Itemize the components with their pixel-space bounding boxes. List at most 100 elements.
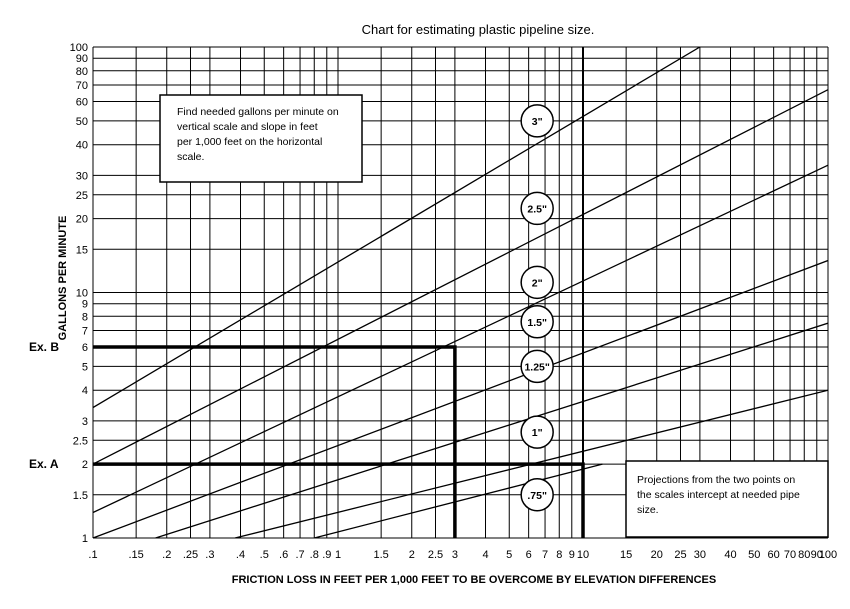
x-tick-label: 4 <box>482 549 488 561</box>
x-tick-label: 7 <box>542 549 548 561</box>
pipe-size-text: 1.25" <box>524 361 549 373</box>
y-tick-label: 80 <box>76 66 88 78</box>
pipe-size-line <box>93 89 828 465</box>
y-tick-label: 40 <box>76 140 88 152</box>
x-tick-label: 50 <box>748 549 760 561</box>
y-tick-label: 4 <box>82 385 88 397</box>
y-tick-label: 70 <box>76 80 88 92</box>
instruction-note: Find needed gallons per minute on vertica… <box>159 94 363 183</box>
pipe-size-line <box>93 164 828 514</box>
x-tick-label: 1 <box>335 549 341 561</box>
y-tick-label: 8 <box>82 311 88 323</box>
x-tick-label: 10 <box>577 549 589 561</box>
pipe-size-text: 3" <box>532 116 543 128</box>
pipe-size-line <box>93 259 828 538</box>
pipe-size-line <box>314 463 603 538</box>
y-tick-label: 50 <box>76 116 88 128</box>
y-tick-label: 7 <box>82 326 88 338</box>
pipe-size-circle <box>520 478 554 512</box>
y-tick-label: 20 <box>76 214 88 226</box>
pipe-size-text: .75" <box>527 490 547 502</box>
pipe-size-label: .75" <box>520 478 554 512</box>
instruction-note-box <box>159 94 363 183</box>
y-tick-label: 60 <box>76 96 88 108</box>
x-tick-label: 90 <box>811 549 823 561</box>
pipe-size-label: 2.5" <box>520 191 554 226</box>
pipe-size-circle <box>520 265 554 300</box>
pipe-size-text: 1.5" <box>527 317 547 329</box>
pipe-size-label: 1.5" <box>520 305 554 339</box>
example-projections: Ex. B Ex. A <box>29 340 585 538</box>
x-tick-label: 6 <box>526 549 532 561</box>
example-label: Ex. B <box>29 340 59 354</box>
pipe-size-label: 3" <box>520 104 554 138</box>
pipe-size-circle <box>520 305 554 339</box>
pipe-size-line <box>155 322 828 538</box>
y-tick-label: 1.5 <box>73 490 88 502</box>
x-tick-label: 40 <box>724 549 736 561</box>
x-tick-labels: .1.15.2.25.3.4.5.6.7.8.9 1 1.5 2 2.5 3 4 5 6 7 8 9 1… <box>88 549 837 561</box>
x-tick-label: 80 <box>798 549 810 561</box>
pipe-size-label: 2" <box>520 265 554 300</box>
pipe-size-circle <box>520 415 554 449</box>
x-tick-label: .15 <box>128 549 143 561</box>
y-tick-label: 6 <box>82 342 88 354</box>
x-tick-label: .9 <box>322 549 331 561</box>
pipe-size-text: 2.5" <box>527 203 547 215</box>
x-tick-label: 60 <box>768 549 780 561</box>
y-tick-label: 5 <box>82 361 88 373</box>
pipe-size-text: 1" <box>532 427 543 439</box>
y-tick-label: 9 <box>82 299 88 311</box>
pipe-size-label: 1" <box>520 415 554 449</box>
x-tick-label: 70 <box>784 549 796 561</box>
x-tick-label: 25 <box>674 549 686 561</box>
pipe-size-labels: 3" 2.5" 2" 1.5" 1.25" 1" .75" <box>520 104 554 512</box>
x-tick-label: .6 <box>279 549 288 561</box>
y-tick-label: 25 <box>76 190 88 202</box>
x-tick-label: .2 <box>162 549 171 561</box>
pipe-size-circle <box>520 104 554 138</box>
x-tick-label: 15 <box>620 549 632 561</box>
example-projection-line <box>93 462 585 538</box>
x-tick-label: 100 <box>819 549 837 561</box>
x-tick-label: 8 <box>556 549 562 561</box>
y-axis-label: GALLONS PER MINUTE <box>57 216 69 341</box>
y-tick-label: 3 <box>82 416 88 428</box>
x-tick-label: 5 <box>506 549 512 561</box>
series-lines <box>93 47 828 538</box>
x-tick-label: 9 <box>569 549 575 561</box>
x-tick-label: .1 <box>88 549 97 561</box>
y-tick-label: 1 <box>82 533 88 545</box>
projection-note-box <box>625 460 829 538</box>
x-tick-label: .4 <box>236 549 245 561</box>
x-tick-label: 2.5 <box>428 549 443 561</box>
x-tick-label: .8 <box>310 549 319 561</box>
projection-note: Projections from the two points on the sc… <box>625 460 829 538</box>
chart-title: Chart for estimating plastic pipeline si… <box>362 22 595 37</box>
x-tick-label: .25 <box>183 549 198 561</box>
x-tick-label: 1.5 <box>373 549 388 561</box>
y-tick-label: 100 <box>70 42 88 54</box>
x-axis-label: FRICTION LOSS IN FEET PER 1,000 FEET TO … <box>232 574 716 586</box>
y-tick-label: 30 <box>76 170 88 182</box>
y-tick-label: 90 <box>76 53 88 65</box>
pipe-size-circle <box>520 349 554 384</box>
x-tick-label: .7 <box>295 549 304 561</box>
y-tick-label: 2 <box>82 459 88 471</box>
x-tick-label: 3 <box>452 549 458 561</box>
example-label: Ex. A <box>29 457 59 471</box>
instruction-note-text: Find needed gallons per minute on vertica… <box>177 106 339 163</box>
x-tick-label: .5 <box>260 549 269 561</box>
pipe-size-circle <box>520 191 554 226</box>
x-tick-label: 20 <box>651 549 663 561</box>
x-tick-label: .3 <box>205 549 214 561</box>
projection-note-text: Projections from the two points on the sc… <box>637 474 800 516</box>
x-tick-label: 2 <box>409 549 415 561</box>
y-tick-label: 10 <box>76 288 88 300</box>
example-projection-line <box>93 345 457 538</box>
pipe-size-text: 2" <box>532 277 543 289</box>
pipe-size-label: 1.25" <box>520 349 554 384</box>
y-tick-label: 2.5 <box>73 435 88 447</box>
